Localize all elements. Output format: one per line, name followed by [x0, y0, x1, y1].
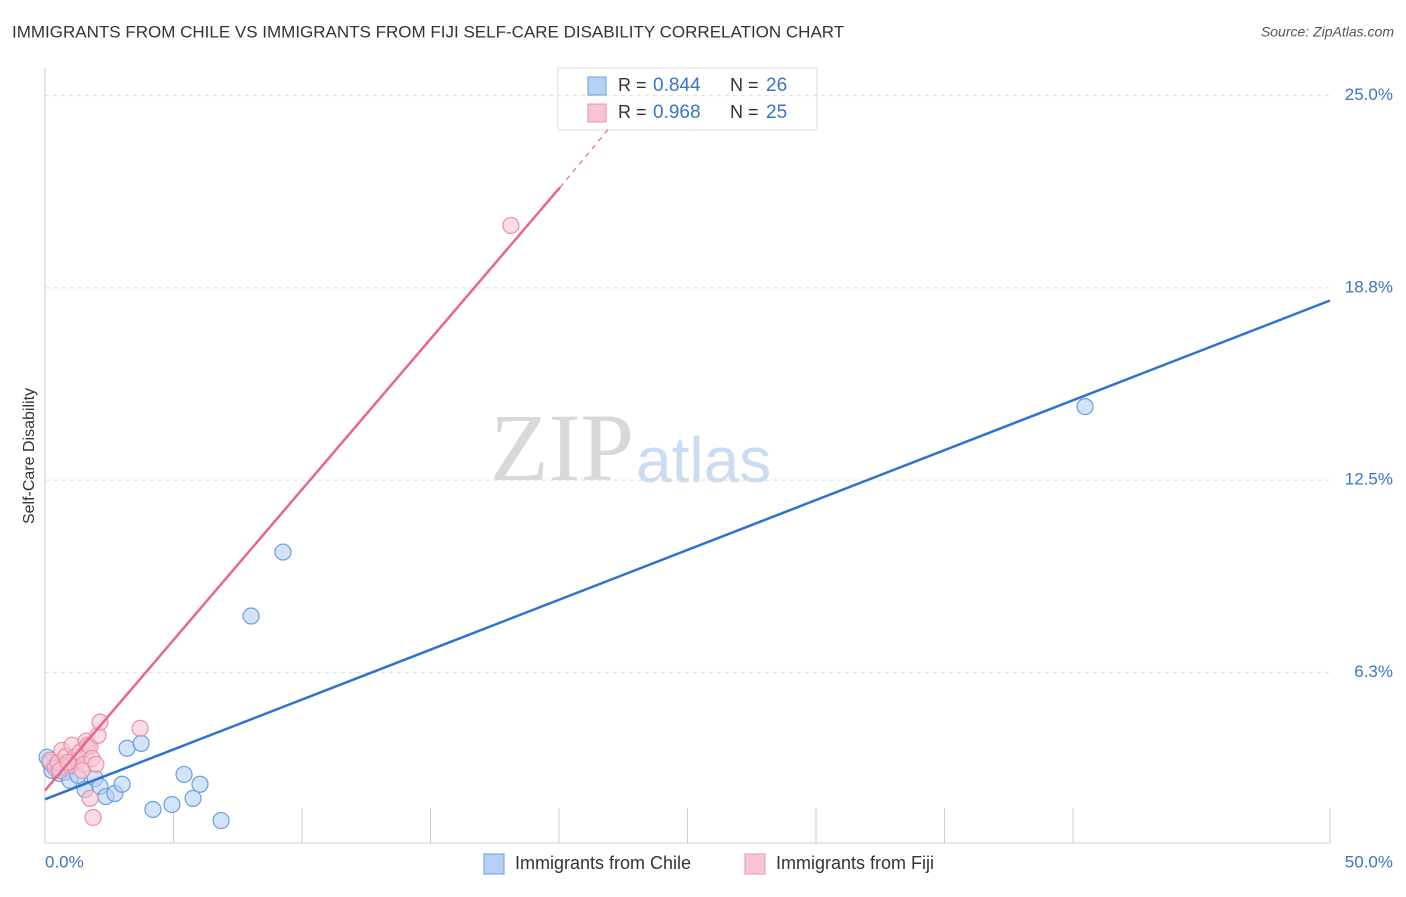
legend-n: 26 — [766, 75, 787, 96]
y-axis-title: Self-Care Disability — [21, 388, 38, 524]
legend-r: 0.968 — [653, 102, 701, 123]
point — [242, 607, 260, 625]
legend-entry: Immigrants from Chile — [515, 853, 691, 873]
legend-r: 0.844 — [653, 75, 701, 96]
y-tick-label: 6.3% — [1354, 662, 1393, 681]
legend-label: R = — [618, 102, 647, 122]
point — [113, 775, 131, 793]
legend-n: 25 — [766, 102, 787, 123]
source: Source: ZipAtlas.com — [1261, 24, 1394, 40]
point — [144, 800, 162, 819]
watermark: atlas — [636, 424, 771, 496]
point — [212, 811, 230, 830]
point — [274, 543, 292, 561]
x-tick-label: 0.0% — [45, 852, 84, 871]
legend-label: R = — [618, 75, 647, 95]
legend-label: N = — [730, 102, 759, 122]
point — [73, 761, 91, 780]
x-tick-label: 50.0% — [1345, 852, 1393, 871]
legend-label: N = — [730, 75, 759, 95]
point — [1076, 398, 1094, 416]
legend-swatch — [744, 853, 766, 875]
point — [502, 216, 520, 235]
legend-swatch — [587, 76, 607, 96]
point — [84, 808, 102, 827]
trend-line — [44, 299, 1331, 801]
point — [175, 765, 193, 784]
point — [184, 789, 202, 808]
point — [163, 795, 181, 814]
legend-swatch — [587, 103, 607, 123]
trend-line — [559, 126, 611, 188]
legend-entry: Immigrants from Fiji — [776, 853, 934, 873]
trend-line — [44, 186, 561, 792]
point — [81, 789, 99, 808]
point — [191, 775, 209, 793]
point — [132, 734, 150, 752]
point — [91, 713, 109, 731]
y-tick-label: 25.0% — [1345, 85, 1393, 104]
y-tick-label: 12.5% — [1345, 470, 1393, 489]
watermark: ZIP — [490, 394, 634, 501]
y-tick-label: 18.8% — [1345, 277, 1393, 296]
legend-swatch — [483, 853, 505, 875]
point — [131, 719, 149, 737]
chart-title: IMMIGRANTS FROM CHILE VS IMMIGRANTS FROM… — [12, 22, 844, 41]
